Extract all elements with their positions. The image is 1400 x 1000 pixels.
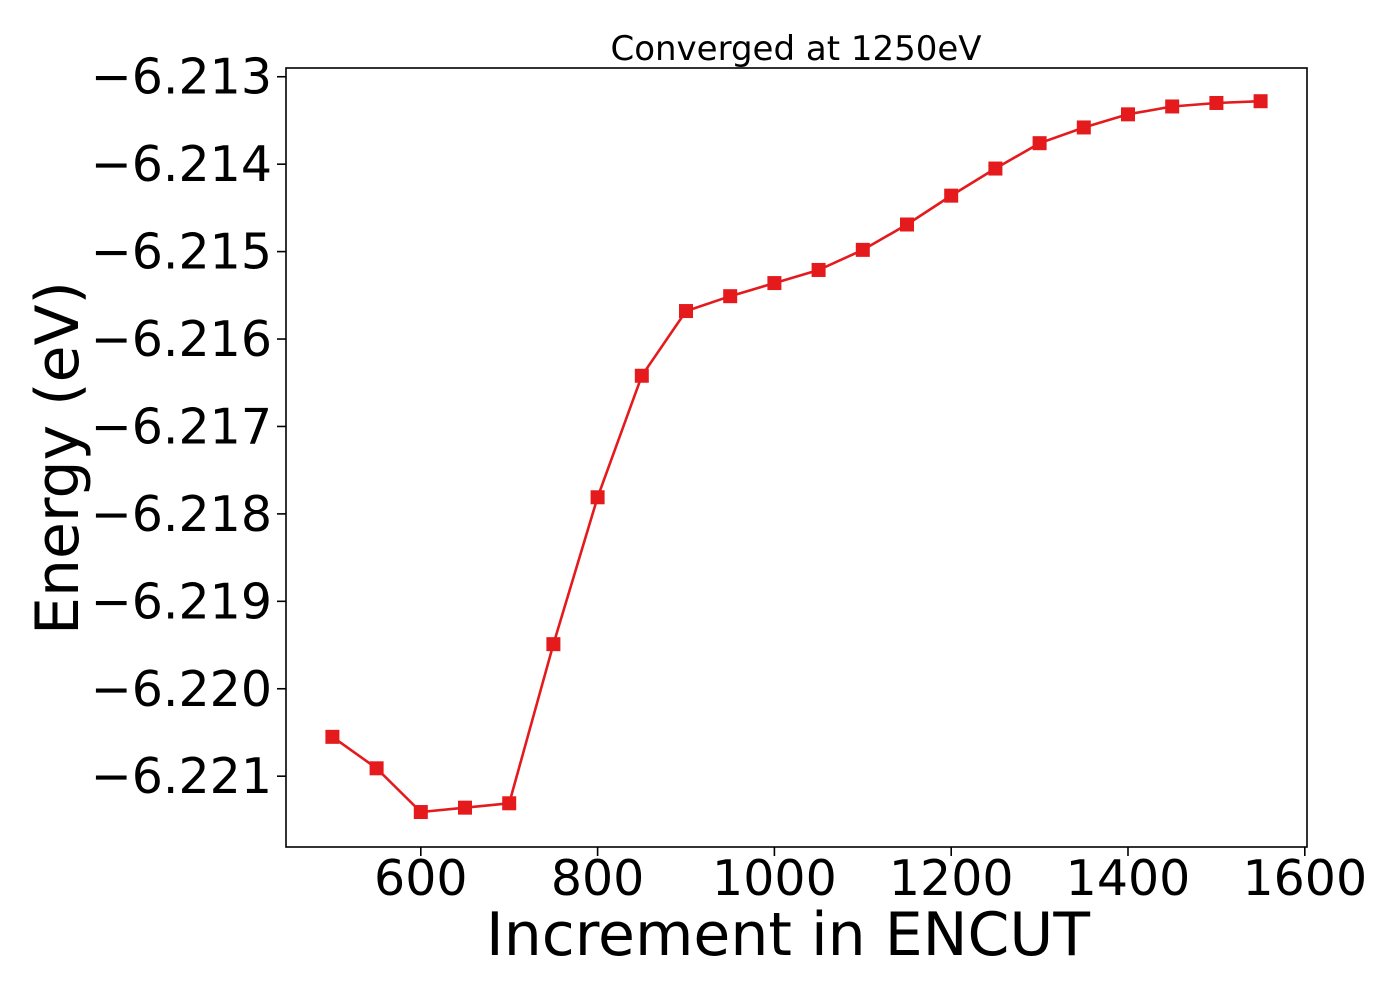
data-point-marker [590,490,605,505]
y-tick-label: −6.220 [91,661,272,718]
data-point-marker [546,637,561,652]
chart-title: Converged at 1250eV [610,29,981,69]
x-axis-label: Increment in ENCUT [486,900,1090,970]
y-tick-label: −6.215 [91,224,272,281]
data-point-marker [723,289,738,304]
data-point-marker [1076,120,1091,135]
y-tick-label: −6.219 [91,573,272,630]
data-point-marker [1253,94,1268,109]
y-tick-label: −6.214 [91,136,272,193]
data-point-marker [502,796,517,811]
data-point-marker [413,805,428,820]
data-point-marker [369,761,384,776]
data-point-marker [767,276,782,291]
data-point-marker [899,217,914,232]
x-tick-label: 1600 [1242,850,1367,907]
data-point-marker [458,800,473,815]
x-tick-label: 600 [374,850,468,907]
data-point-marker [811,262,826,277]
data-point-marker [1032,136,1047,151]
data-point-marker [679,304,694,319]
x-tick-label: 800 [551,850,645,907]
data-point-marker [1120,107,1135,122]
x-tick-label: 1400 [1066,850,1191,907]
energy-series-line [331,99,1261,814]
y-tick-label: −6.213 [91,49,272,106]
y-tick-label: −6.217 [91,398,272,455]
y-tick-label: −6.218 [91,486,272,543]
plot-frame [285,67,1308,848]
y-axis-label: Energy (eV) [23,281,93,635]
x-tick-label: 1200 [889,850,1014,907]
y-tick-label: −6.221 [91,748,272,805]
x-tick-label: 1000 [712,850,837,907]
data-point-marker [1209,95,1224,110]
data-point-marker [944,188,959,203]
y-tick-label: −6.216 [91,311,272,368]
data-point-marker [855,242,870,257]
data-point-marker [988,161,1003,176]
data-point-marker [325,729,340,744]
data-point-marker [634,368,649,383]
data-point-marker [1165,99,1180,114]
